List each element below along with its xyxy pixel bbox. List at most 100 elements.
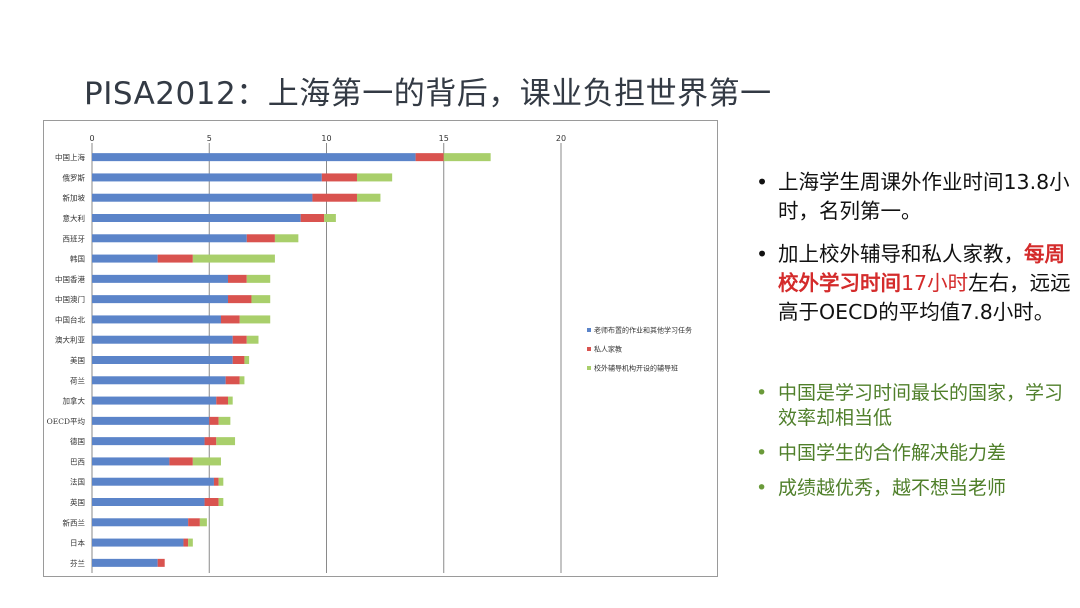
bar-segment-2 (157, 558, 165, 567)
category-label: 美国 (70, 355, 85, 365)
category-label: 英国 (70, 497, 85, 507)
bar-segment-2 (169, 457, 193, 466)
bar-segment-3 (251, 295, 271, 304)
legend-swatch (587, 347, 591, 351)
bar-segment-3 (246, 274, 271, 283)
x-tick-label: 20 (556, 134, 566, 143)
bar-segment-1 (92, 477, 214, 486)
bar-segment-2 (204, 437, 217, 446)
bar-segment-3 (246, 335, 259, 344)
bullet-dot-icon: • (756, 382, 768, 404)
bar-segment-1 (92, 295, 229, 304)
bullet-dot-icon: • (756, 170, 769, 194)
bar-segment-3 (239, 315, 271, 324)
bar-segment-1 (92, 538, 184, 547)
category-label: 中国上海 (55, 152, 85, 162)
bar-segment-2 (228, 295, 252, 304)
chart-frame: 0 5 10 15 20 中国上海 俄罗斯 新加坡 意大利 西班牙 韩国 中国香港 中国澳门 中国台北 澳大… (43, 120, 718, 577)
category-label: 法国 (70, 477, 85, 487)
bar-segment-3 (192, 457, 221, 466)
stacked-bar-chart: 0 5 10 15 20 中国上海俄罗斯新加坡意大利西班牙韩国中国香港中国澳门中国台北澳大… (47, 134, 692, 573)
bar-segment-1 (92, 315, 221, 324)
x-tick-label: 0 (89, 134, 94, 143)
category-label: 韩国 (70, 254, 85, 264)
slide-title: PISA2012：上海第一的背后，课业负担世界第一 (84, 76, 772, 112)
bar-segment-1 (92, 457, 170, 466)
bar-segment-3 (356, 193, 381, 202)
bar-segment-2 (209, 416, 219, 425)
bar-segment-1 (92, 153, 416, 162)
x-tick-label: 5 (207, 134, 212, 143)
bar-segment-1 (92, 416, 210, 425)
bar-segment-2 (157, 254, 193, 263)
category-label: OECD平均 (47, 416, 85, 426)
bar-segment-3 (199, 518, 207, 527)
bullet-text: 上海学生周课外作业时间13.8小时，名列第一。 (778, 170, 1070, 223)
bar-segment-1 (92, 437, 205, 446)
category-label: 新西兰 (63, 517, 86, 527)
bar-segment-2 (232, 335, 247, 344)
bar-segment-3 (218, 477, 224, 486)
bar-segment-3 (443, 153, 491, 162)
bullet-text-post: 左右，远远高于OECD的平均值7.8小时。 (778, 271, 1071, 324)
bullet-dot-icon: • (756, 242, 769, 266)
bar-segment-3 (274, 234, 299, 243)
category-label: 荷兰 (70, 375, 85, 385)
category-label: 德国 (70, 436, 85, 446)
bullet-text: 中国学生的合作解决能力差 (778, 442, 1007, 464)
bar-segment-1 (92, 396, 217, 405)
bullet-dot-icon: • (756, 442, 768, 464)
bar-segment-1 (92, 558, 158, 567)
legend-label: 私人家教 (594, 345, 622, 354)
x-tick-label: 10 (321, 134, 331, 143)
category-label: 巴西 (70, 457, 85, 466)
bar-segment-3 (188, 538, 193, 547)
bar-segment-2 (204, 498, 219, 506)
category-label: 新加坡 (63, 193, 86, 203)
bar-segment-1 (92, 335, 233, 344)
bar-segment-2 (188, 518, 200, 527)
bar-segment-1 (92, 274, 229, 283)
category-label: 中国澳门 (55, 294, 85, 304)
bullet-china-efficiency: • 中国是学习时间最长的国家，学习效率却相当低 (752, 381, 1072, 431)
category-label: 澳大利亚 (55, 335, 85, 345)
bar-segment-3 (324, 214, 336, 222)
bar-segment-1 (92, 193, 313, 202)
bar-segment-2 (183, 538, 189, 547)
legend-label: 老师布置的作业和其他学习任务 (594, 326, 692, 335)
category-label: 加拿大 (63, 396, 86, 406)
bar-segment-1 (92, 214, 301, 222)
bar-segment-1 (92, 518, 189, 527)
bullet-teacher: • 成绩越优秀，越不想当老师 (752, 476, 1072, 501)
bar-segment-1 (92, 173, 322, 182)
category-label: 中国香港 (55, 274, 85, 284)
bar-segment-1 (92, 254, 158, 263)
bar-segment-2 (228, 274, 247, 283)
bullet-text-highlight: 17小时 (901, 271, 969, 295)
bar-segment-3 (192, 254, 275, 263)
bullet-text: 中国是学习时间最长的国家，学习效率却相当低 (778, 382, 1064, 429)
bar-segment-2 (213, 477, 219, 486)
bullet-text: 成绩越优秀，越不想当老师 (778, 477, 1007, 499)
bar-segment-3 (216, 437, 236, 446)
bar-segment-1 (92, 376, 226, 385)
bar-segment-1 (92, 356, 233, 364)
bar-segment-3 (356, 173, 393, 182)
bar-segment-2 (300, 214, 325, 222)
bullet-outside-study: • 加上校外辅导和私人家教，每周校外学习时间17小时左右，远远高于OECD的平均… (752, 240, 1072, 327)
bar-segment-1 (92, 498, 205, 506)
bar-segment-2 (225, 376, 240, 385)
bullet-dot-icon: • (756, 477, 768, 499)
legend-label: 校外辅导机构开设的辅导班 (594, 364, 678, 373)
bar-segment-2 (220, 315, 240, 324)
bullet-homework-time: • 上海学生周课外作业时间13.8小时，名列第一。 (752, 168, 1072, 226)
bullet-text-pre: 加上校外辅导和私人家教， (778, 242, 1024, 266)
category-label: 日本 (70, 538, 85, 548)
bar-segment-3 (244, 356, 250, 364)
bar-segment-3 (218, 416, 231, 425)
category-label: 芬兰 (70, 558, 85, 568)
category-label: 中国台北 (55, 314, 85, 324)
bar-segment-3 (228, 396, 233, 405)
legend-swatch (587, 328, 591, 332)
category-label: 西班牙 (63, 233, 86, 243)
